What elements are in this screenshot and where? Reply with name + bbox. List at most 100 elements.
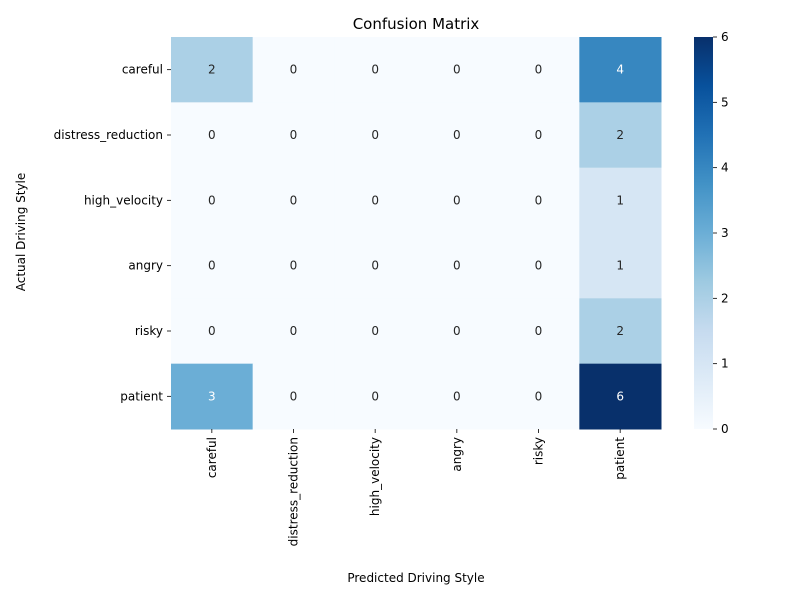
heatmap-cell <box>497 102 580 169</box>
heatmap-cell <box>252 233 335 299</box>
x-tick-label: angry <box>450 437 464 472</box>
cell-value-label: 1 <box>616 259 624 273</box>
heatmap-cell <box>416 298 499 365</box>
cell-value-label: 6 <box>616 389 624 403</box>
heatmap-cell <box>416 102 499 169</box>
heatmap-cell <box>171 102 254 169</box>
y-axis-label: Actual Driving Style <box>14 173 28 292</box>
y-tick-label: high_velocity <box>84 193 163 207</box>
heatmap-cell <box>497 167 580 234</box>
y-tick-label: risky <box>135 324 163 338</box>
cell-value-label: 0 <box>535 63 543 77</box>
heatmap-cell <box>497 233 580 299</box>
heatmap-cell <box>497 298 580 365</box>
cell-value-label: 0 <box>371 63 379 77</box>
heatmap-cell <box>171 363 254 430</box>
heatmap-cell <box>579 298 662 365</box>
cell-value-label: 2 <box>616 128 624 142</box>
cell-value-label: 0 <box>208 193 216 207</box>
heatmap-cell <box>334 298 417 365</box>
heatmap-cell-labels: 2 0 0 0 0 4 0 0 0 0 0 2 0 0 0 0 0 1 0 0 0 0 0 1 0 0 0 0 0 2 3 0 0 0 0 6 <box>208 63 624 404</box>
heatmap-cell <box>334 102 417 169</box>
cell-value-label: 3 <box>208 389 216 403</box>
cell-value-label: 0 <box>371 259 379 273</box>
colorbar-tick-label: 3 <box>721 226 729 240</box>
cell-value-label: 0 <box>290 324 298 338</box>
x-tick-label: risky <box>532 437 546 465</box>
cell-value-label: 0 <box>290 128 298 142</box>
y-axis-ticks: careful distress_reduction high_velocityan… <box>54 63 171 403</box>
y-tick-label: careful <box>122 63 163 77</box>
cell-value-label: 0 <box>371 128 379 142</box>
colorbar <box>694 37 713 429</box>
y-tick-label: angry <box>128 259 163 273</box>
heatmap-cell <box>334 167 417 234</box>
cell-value-label: 0 <box>290 193 298 207</box>
heatmap-cells <box>171 37 662 430</box>
heatmap-cell <box>252 363 335 430</box>
colorbar-tick-label: 6 <box>721 30 729 44</box>
colorbar-tick-label: 2 <box>721 291 729 305</box>
colorbar-tick-label: 4 <box>721 161 729 175</box>
heatmap-cell <box>252 102 335 169</box>
cell-value-label: 2 <box>616 324 624 338</box>
heatmap-cell <box>252 167 335 234</box>
heatmap-cell <box>497 363 580 430</box>
cell-value-label: 0 <box>535 324 543 338</box>
cell-value-label: 0 <box>453 389 461 403</box>
x-tick-label: high_velocity <box>368 437 382 516</box>
x-axis-label: Predicted Driving Style <box>347 571 484 585</box>
heatmap-cell <box>579 363 662 430</box>
cell-value-label: 0 <box>535 259 543 273</box>
heatmap-cell <box>171 167 254 234</box>
heatmap-cell <box>579 37 662 103</box>
heatmap-cell <box>579 167 662 234</box>
cell-value-label: 0 <box>453 259 461 273</box>
heatmap-cell <box>579 102 662 169</box>
cell-value-label: 0 <box>371 389 379 403</box>
heatmap-cell <box>334 363 417 430</box>
y-tick-label: patient <box>120 389 163 403</box>
colorbar-ticks: 0 1 2 3 4 5 6 <box>713 30 729 436</box>
heatmap-cell <box>171 233 254 299</box>
cell-value-label: 0 <box>453 63 461 77</box>
heatmap-cell <box>416 363 499 430</box>
heatmap-cell <box>334 233 417 299</box>
cell-value-label: 0 <box>208 324 216 338</box>
heatmap-cell <box>416 233 499 299</box>
heatmap-cell <box>497 37 580 103</box>
y-tick-label: distress_reduction <box>54 128 163 142</box>
cell-value-label: 0 <box>453 193 461 207</box>
cell-value-label: 0 <box>535 389 543 403</box>
cell-value-label: 0 <box>290 389 298 403</box>
heatmap-cell <box>252 37 335 103</box>
cell-value-label: 0 <box>535 128 543 142</box>
heatmap-cell <box>416 167 499 234</box>
colorbar-tick-label: 5 <box>721 95 729 109</box>
heatmap-cell <box>579 233 662 299</box>
heatmap-cell <box>171 37 254 103</box>
x-axis-ticks: careful distress_reduction high_velocity an… <box>205 429 627 546</box>
cell-value-label: 2 <box>208 63 216 77</box>
colorbar-tick-label: 1 <box>721 357 729 371</box>
x-tick-label: careful <box>205 437 219 478</box>
cell-value-label: 0 <box>453 128 461 142</box>
cell-value-label: 0 <box>208 128 216 142</box>
x-tick-label: distress_reduction <box>287 437 301 546</box>
cell-value-label: 1 <box>616 193 624 207</box>
cell-value-label: 0 <box>535 193 543 207</box>
chart-title: Confusion Matrix <box>353 15 480 33</box>
heatmap-cell <box>334 37 417 103</box>
cell-value-label: 0 <box>371 193 379 207</box>
cell-value-label: 0 <box>208 259 216 273</box>
heatmap-cell <box>252 298 335 365</box>
cell-value-label: 0 <box>453 324 461 338</box>
heatmap-cell <box>416 37 499 103</box>
cell-value-label: 4 <box>616 63 624 77</box>
cell-value-label: 0 <box>290 63 298 77</box>
heatmap-cell <box>171 298 254 365</box>
colorbar-tick-label: 0 <box>721 422 729 436</box>
cell-value-label: 0 <box>371 324 379 338</box>
x-tick-label: patient <box>613 437 627 480</box>
